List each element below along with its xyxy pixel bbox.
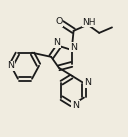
Text: N: N <box>54 38 60 47</box>
Text: N: N <box>7 61 14 70</box>
Text: N: N <box>72 101 79 110</box>
Text: NH: NH <box>82 18 96 27</box>
Text: N: N <box>70 43 77 52</box>
Text: O: O <box>55 17 63 26</box>
Text: N: N <box>84 78 91 87</box>
